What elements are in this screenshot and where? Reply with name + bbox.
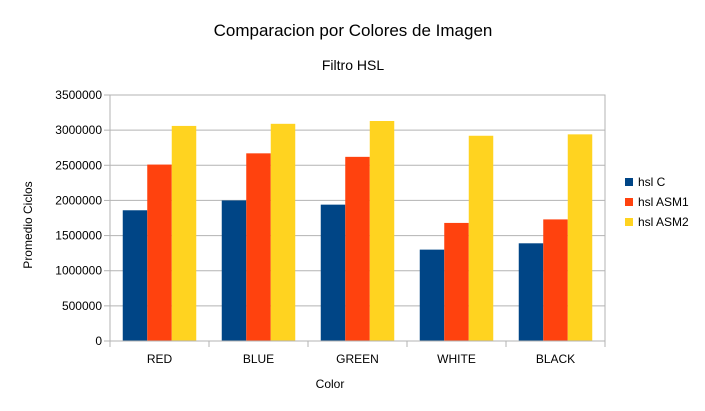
x-tick-label: BLUE — [243, 352, 274, 366]
bar — [345, 156, 370, 341]
legend: hsl C hsl ASM1 hsl ASM2 — [625, 175, 689, 229]
x-tick-label: RED — [147, 352, 173, 366]
y-axis-label: Promedio Ciclos — [21, 181, 35, 268]
bar — [270, 123, 296, 342]
legend-label: hsl C — [638, 175, 666, 189]
plot-frame — [109, 94, 606, 342]
y-tick-label: 2500000 — [55, 158, 102, 172]
bar — [221, 200, 247, 341]
y-axis-ticks: 0 500000 1000000 1500000 2000000 2500000 30000… — [55, 88, 110, 348]
bar — [518, 243, 544, 341]
bar — [468, 135, 494, 341]
x-tick-label: BLACK — [536, 352, 575, 366]
bar — [369, 121, 395, 342]
bar — [122, 210, 148, 341]
chart-title: Comparacion por Colores de Imagen — [214, 21, 493, 40]
x-axis-ticks: RED BLUE GREEN WHITE BLACK — [109, 341, 606, 366]
chart-subtitle: Filtro HSL — [322, 57, 384, 73]
bars — [122, 121, 593, 342]
y-tick-label: 3500000 — [55, 88, 102, 102]
bar — [419, 249, 445, 341]
bar — [543, 219, 568, 341]
legend-label: hsl ASM2 — [638, 215, 689, 229]
y-tick-label: 3000000 — [55, 123, 102, 137]
y-tick-label: 2000000 — [55, 193, 102, 207]
y-tick-label: 1500000 — [55, 229, 102, 243]
bar — [147, 164, 172, 341]
y-tick-label: 500000 — [62, 299, 102, 313]
x-axis-label: Color — [316, 377, 345, 391]
legend-swatch — [625, 198, 633, 206]
bar — [567, 134, 593, 341]
legend-swatch — [625, 218, 633, 226]
bar — [444, 222, 469, 341]
bar — [171, 125, 197, 341]
x-tick-label: WHITE — [437, 352, 476, 366]
y-tick-label: 1000000 — [55, 264, 102, 278]
axes — [109, 94, 606, 342]
y-tick-label: 0 — [95, 334, 102, 348]
bar — [246, 153, 271, 341]
bar — [320, 204, 346, 341]
legend-swatch — [625, 178, 633, 186]
x-tick-label: GREEN — [336, 352, 379, 366]
legend-label: hsl ASM1 — [638, 195, 689, 209]
